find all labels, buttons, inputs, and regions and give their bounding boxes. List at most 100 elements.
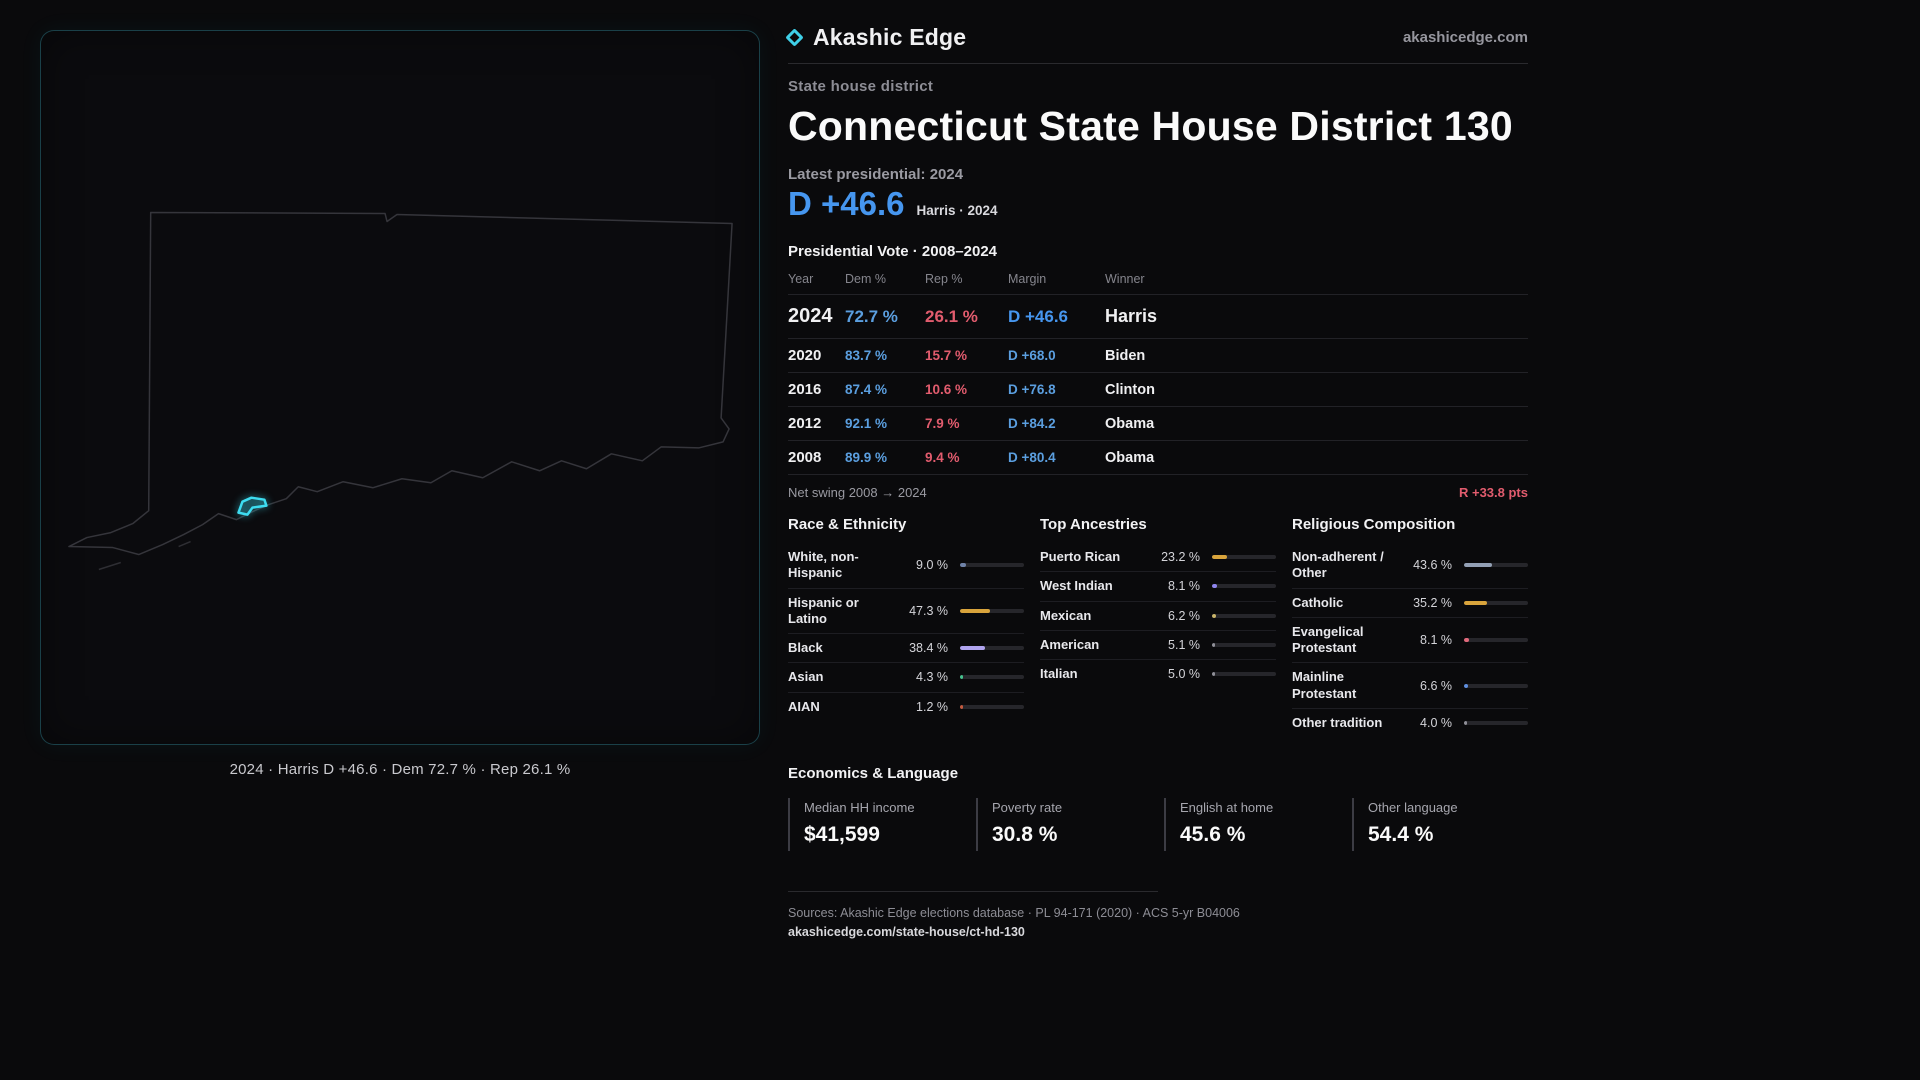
demo-bar-fill (1212, 555, 1227, 560)
demo-row: Catholic 35.2 % (1292, 589, 1528, 618)
religious-composition-column: Religious Composition Non-adherent / Oth… (1292, 516, 1528, 737)
race-ethnicity-column: Race & Ethnicity White, non-Hispanic 9.0… (788, 516, 1024, 737)
demo-bar-track (960, 608, 1024, 613)
demo-bar-fill (960, 675, 963, 680)
cell-rep: 7.9 % (925, 416, 960, 431)
economics-stats: Median HH income $41,599 Poverty rate 30… (788, 798, 1528, 851)
race-ethnicity-title: Race & Ethnicity (788, 516, 907, 533)
connecticut-outline-map (68, 211, 733, 571)
cell-rep: 10.6 % (925, 382, 968, 397)
table-row[interactable]: 2016 87.4 % 10.6 % D +76.8 Clinton (788, 372, 1528, 406)
demo-value: 35.2 % (1413, 595, 1452, 610)
religious-composition-title: Religious Composition (1292, 516, 1456, 533)
demo-bar-fill (1212, 584, 1218, 589)
site-link[interactable]: akashicedge.com (1402, 29, 1528, 46)
demo-row: Asian 4.3 % (788, 663, 1024, 693)
district-map[interactable] (40, 30, 760, 745)
demo-bar-fill (1464, 563, 1492, 568)
demo-value: 47.3 % (909, 603, 948, 618)
demo-value: 9.0 % (916, 558, 948, 573)
demo-row: AIAN 1.2 % (788, 693, 1024, 721)
district-130-shape[interactable] (237, 496, 268, 516)
demo-row: Puerto Rican 23.2 % (1040, 543, 1276, 573)
demo-bar-track (1464, 638, 1528, 642)
demo-bar-track (960, 563, 1024, 568)
demo-row: Other tradition 4.0 % (1292, 709, 1528, 737)
demo-bar-fill (960, 646, 985, 651)
table-row[interactable]: 2024 72.7 % 26.1 % D +46.6 Harris (788, 294, 1528, 338)
cell-margin: D +80.4 (1008, 450, 1056, 465)
demo-bar-track (1212, 642, 1276, 647)
brand-name: Akashic Edge (813, 24, 967, 50)
demo-row: White, non-Hispanic 9.0 % (788, 543, 1024, 589)
cell-winner: Clinton (1105, 381, 1155, 398)
demo-bar-fill (1212, 642, 1216, 647)
demo-bar-fill (1464, 600, 1487, 605)
stat-label: Poverty rate (992, 800, 1063, 815)
demo-value: 4.0 % (1420, 715, 1452, 730)
cell-margin: D +68.0 (1008, 348, 1056, 363)
cell-rep: 9.4 % (925, 450, 960, 465)
cell-year: 2024 (788, 305, 833, 327)
detail-panel: Akashic Edge akashicedge.com State house… (785, 24, 1528, 941)
demo-label: Mexican (1040, 607, 1092, 623)
cell-year: 2020 (788, 347, 822, 364)
cell-margin: D +84.2 (1008, 416, 1056, 431)
cell-year: 2012 (788, 415, 822, 432)
margin-value: D +46.6 (788, 185, 905, 222)
demo-row: Mainline Protestant 6.6 % (1292, 663, 1528, 709)
col-rep: Rep % (925, 272, 963, 286)
demo-label: Catholic (1292, 594, 1344, 610)
stat-value: $41,599 (804, 823, 880, 846)
table-row[interactable]: 2020 83.7 % 15.7 % D +68.0 Biden (788, 338, 1528, 372)
col-year: Year (788, 272, 814, 286)
demo-bar-track (1212, 555, 1276, 560)
demo-label: Evangelical Protestant (1292, 623, 1364, 655)
demo-label: Non-adherent / Other (1292, 549, 1384, 581)
cell-margin: D +46.6 (1008, 306, 1069, 326)
demo-row: Hispanic or Latino 47.3 % (788, 589, 1024, 634)
stat-value: 30.8 % (992, 823, 1058, 846)
demo-bar-track (1212, 584, 1276, 589)
demo-bar-track (960, 646, 1024, 651)
cell-rep: 15.7 % (925, 348, 968, 363)
demo-bar-track (1464, 600, 1528, 605)
table-row[interactable]: 2012 92.1 % 7.9 % D +84.2 Obama (788, 406, 1528, 440)
brand: Akashic Edge (785, 24, 967, 51)
col-margin: Margin (1008, 272, 1047, 286)
footer-permalink[interactable]: akashicedge.com/state-house/ct-hd-130 (788, 925, 1025, 939)
net-swing-row: Net swing 2008 → 2024 R +33.8 pts (788, 474, 1528, 500)
demo-label: Asian (788, 669, 824, 685)
page-title: Connecticut State House District 130 (788, 103, 1513, 149)
demo-bar-track (1464, 683, 1528, 688)
header-divider (788, 63, 1528, 64)
demo-bar-fill (960, 704, 963, 709)
stat-value: 45.6 % (1180, 823, 1246, 846)
cell-dem: 89.9 % (845, 450, 888, 465)
demo-value: 6.2 % (1168, 608, 1200, 623)
stat-value: 54.4 % (1368, 823, 1434, 846)
stat-card-english-at-home: English at home 45.6 % (1164, 798, 1340, 851)
map-caption: 2024 · Harris D +46.6 · Dem 72.7 % · Rep… (229, 761, 571, 778)
demo-value: 8.1 % (1420, 633, 1452, 647)
net-swing-label: Net swing 2008 → 2024 (788, 485, 927, 500)
demo-label: Mainline Protestant (1292, 669, 1357, 701)
demo-value: 8.1 % (1168, 579, 1200, 594)
cell-winner: Obama (1105, 415, 1155, 432)
demo-bar-track (1212, 672, 1276, 677)
brand-diamond-icon (785, 28, 804, 47)
stat-label: Other language (1368, 800, 1458, 815)
demo-row: Mexican 6.2 % (1040, 602, 1276, 631)
cell-dem: 83.7 % (845, 348, 888, 363)
demo-value: 23.2 % (1161, 550, 1200, 565)
table-row[interactable]: 2008 89.9 % 9.4 % D +80.4 Obama (788, 440, 1528, 474)
demo-value: 6.6 % (1420, 678, 1452, 693)
cell-dem: 72.7 % (845, 306, 898, 326)
footer-divider (788, 891, 1158, 892)
demo-bar-fill (1212, 672, 1216, 677)
demo-bar-fill (960, 608, 991, 613)
demo-label: AIAN (788, 698, 820, 714)
stat-card-other-language: Other language 54.4 % (1352, 798, 1528, 851)
demo-row: Non-adherent / Other 43.6 % (1292, 543, 1528, 589)
economics-title: Economics & Language (788, 765, 959, 782)
